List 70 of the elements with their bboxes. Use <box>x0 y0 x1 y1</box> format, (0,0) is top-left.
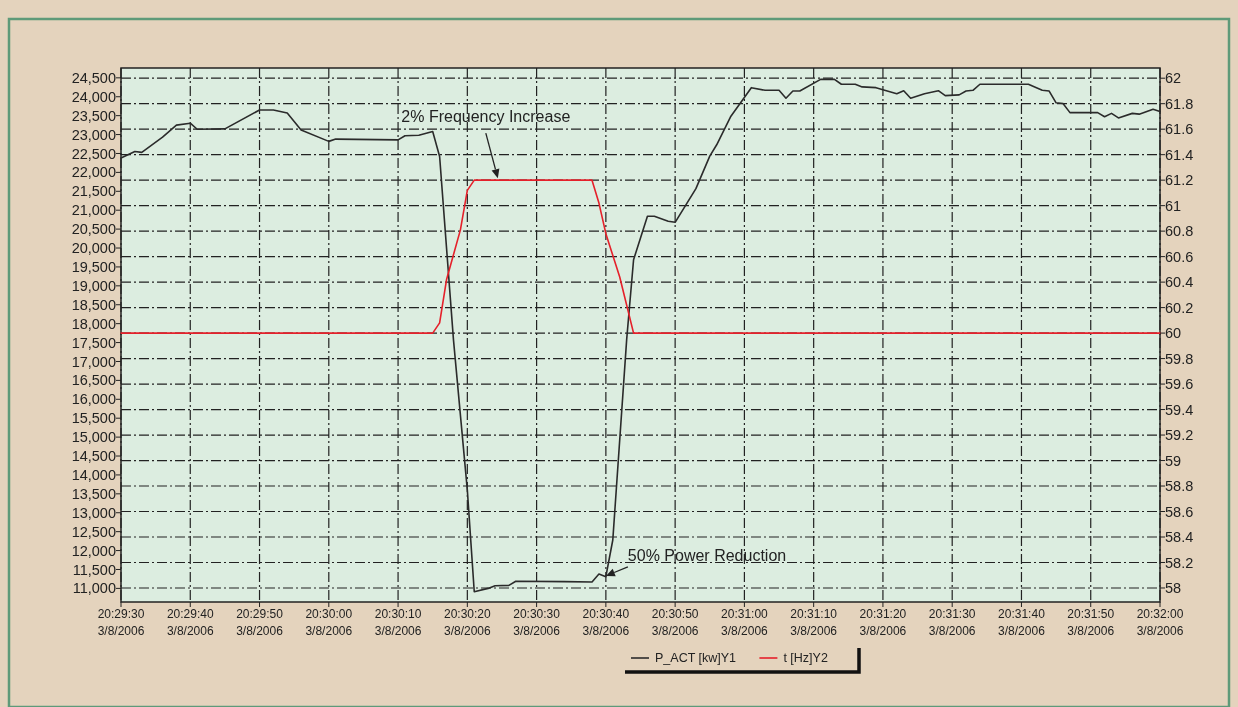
line-series <box>120 179 1161 334</box>
y2-tick-label: 60.8 <box>1165 223 1194 240</box>
x-tick-label: 20:29:30 3/8/2006 <box>97 607 145 638</box>
y2-tick-label: 59 <box>1165 452 1182 469</box>
y2-tick-label: 59.4 <box>1165 401 1194 418</box>
y-tick-label: 12,500 <box>71 523 116 540</box>
y2-tick-label: 61.2 <box>1165 172 1194 189</box>
y2-tick-label: 58.2 <box>1165 554 1194 571</box>
y-tick-label: 12,000 <box>71 542 116 559</box>
y2-tick-label: 60.4 <box>1165 274 1194 291</box>
y2-tick-label: 58.6 <box>1165 503 1194 520</box>
y-tick-label: 22,500 <box>71 145 116 162</box>
x-tick-label: 20:30:30 3/8/2006 <box>513 607 561 638</box>
x-tick-label: 20:29:40 3/8/2006 <box>166 607 214 638</box>
y-tick-label: 19,000 <box>71 277 116 294</box>
y-tick-label: 14,500 <box>71 448 116 465</box>
y-tick-label: 17,000 <box>71 353 116 370</box>
y-tick-label: 21,000 <box>71 202 116 219</box>
x-tick-label: 20:31:20 3/8/2006 <box>859 607 907 638</box>
legend-label: P_ACT [kw]Y1 <box>655 651 737 666</box>
y2-tick-label: 58 <box>1165 580 1182 597</box>
y-tick-label: 17,500 <box>71 334 116 351</box>
x-tick-label: 20:32:00 3/8/2006 <box>1136 607 1184 638</box>
y2-tick-label: 61.4 <box>1165 146 1194 163</box>
x-tick-label: 20:30:50 3/8/2006 <box>651 607 699 638</box>
x-tick-label: 20:31:10 3/8/2006 <box>790 607 838 638</box>
y2-tick-label: 61 <box>1165 197 1182 214</box>
y2-tick-label: 60.6 <box>1165 248 1194 265</box>
y2-tick-label: 59.2 <box>1165 427 1194 444</box>
legend-label: t [Hz]Y2 <box>783 651 828 666</box>
y-tick-label: 21,500 <box>71 183 116 200</box>
annotation: 2% Frequency Increase <box>401 108 571 126</box>
x-tick-label: 20:31:50 3/8/2006 <box>1067 607 1115 638</box>
y-tick-label: 11,500 <box>72 561 116 578</box>
x-tick-label: 20:30:20 3/8/2006 <box>443 607 492 638</box>
x-tick-label: 20:29:50 3/8/2006 <box>236 607 284 638</box>
annotation: 50% Power Reduction <box>627 546 787 564</box>
y-tick-label: 19,500 <box>71 259 116 275</box>
y2-tick-label: 59.6 <box>1165 376 1194 393</box>
y2-tick-label: 61.6 <box>1165 121 1194 138</box>
x-tick-label: 20:31:00 3/8/2006 <box>721 607 769 638</box>
y-tick-label: 16,500 <box>71 372 116 389</box>
y2-tick-label: 62 <box>1165 70 1182 87</box>
y-tick-label: 24,500 <box>71 69 116 86</box>
y-tick-label: 18,000 <box>71 315 116 332</box>
y-tick-label: 18,500 <box>71 296 116 313</box>
y-tick-label: 14,000 <box>71 467 116 483</box>
y-tick-label: 13,500 <box>71 485 116 502</box>
y-tick-label: 11,000 <box>72 580 116 597</box>
y-tick-label: 22,000 <box>71 164 116 181</box>
x-tick-label: 20:31:30 3/8/2006 <box>928 607 976 638</box>
y-tick-label: 15,000 <box>71 429 116 446</box>
y-tick-label: 16,000 <box>71 391 116 408</box>
y-tick-label: 24,000 <box>71 88 116 105</box>
y-tick-label: 13,000 <box>71 504 116 521</box>
y2-tick-label: 61.8 <box>1165 95 1194 112</box>
x-tick-label: 20:30:40 3/8/2006 <box>582 607 630 638</box>
y-tick-label: 20,500 <box>71 221 116 238</box>
y-tick-label: 20,000 <box>71 240 116 257</box>
y-tick-label: 23,500 <box>71 107 116 124</box>
y-tick-label: 23,000 <box>71 126 116 143</box>
y2-tick-label: 58.8 <box>1165 478 1194 495</box>
x-tick-label: 20:30:00 3/8/2006 <box>305 607 353 638</box>
y2-tick-label: 59.8 <box>1165 350 1194 367</box>
y-tick-label: 15,500 <box>71 410 116 427</box>
x-tick-label: 20:31:40 3/8/2006 <box>998 607 1046 638</box>
y2-tick-label: 58.4 <box>1165 529 1194 546</box>
y2-tick-label: 60 <box>1165 325 1182 342</box>
y2-tick-label: 60.2 <box>1165 299 1194 316</box>
x-tick-label: 20:30:10 3/8/2006 <box>374 607 422 638</box>
